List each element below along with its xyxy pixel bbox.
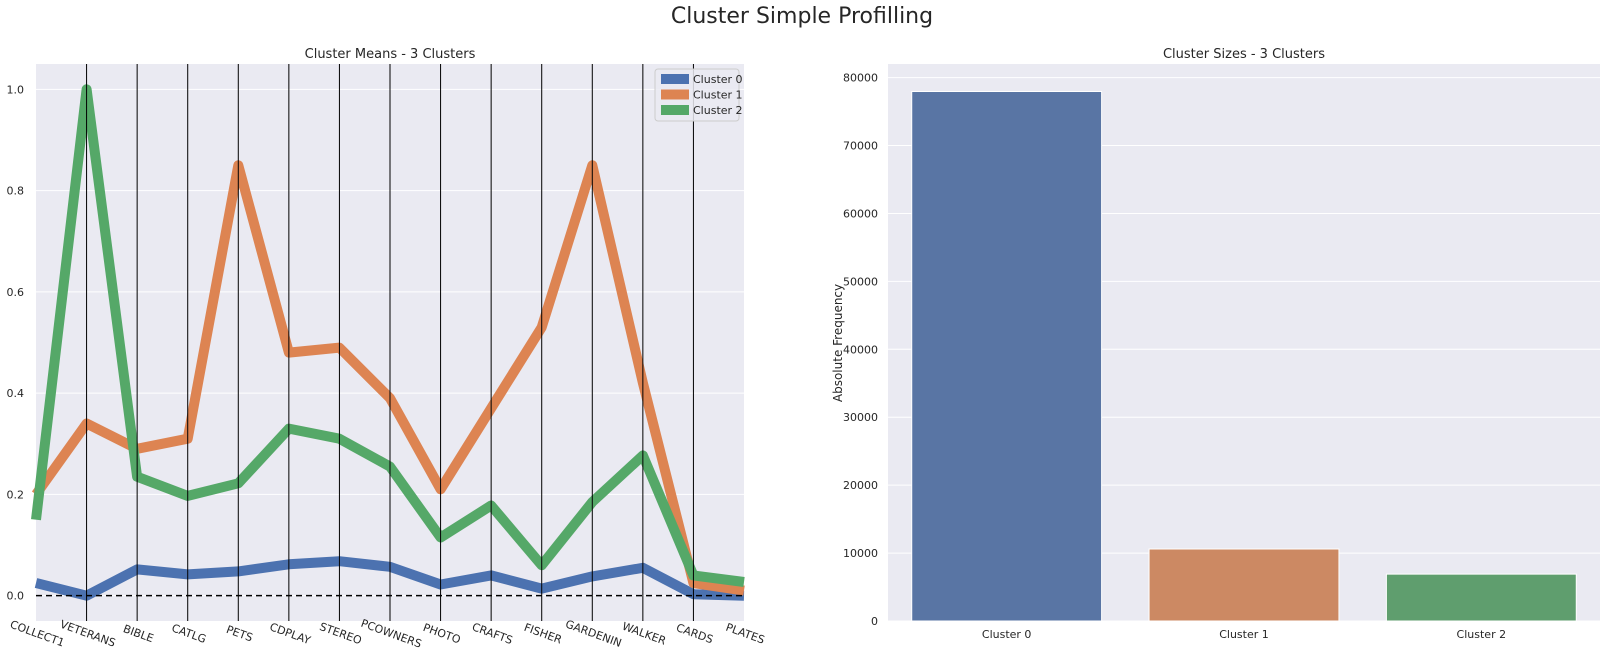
- cluster-sizes-title: Cluster Sizes - 3 Clusters: [1163, 47, 1325, 62]
- legend-label-cluster-2: Cluster 2: [693, 104, 743, 117]
- cluster-means-y-tick-label: 0.0: [7, 590, 25, 603]
- cluster-sizes-bars: [911, 91, 1577, 622]
- cluster-means-y-tick-label: 0.8: [7, 185, 25, 198]
- cluster-means-y-tick-label: 0.6: [7, 286, 25, 299]
- cluster-sizes-y-tick-label: 60000: [843, 207, 878, 220]
- cluster-sizes-y-tick-label: 0: [871, 615, 878, 628]
- cluster-means-legend: Cluster 0 Cluster 1 Cluster 2: [654, 68, 743, 122]
- cluster-sizes-chart: 0 10000 20000 30000 40000 50000 60000 70000 8000…: [831, 47, 1600, 641]
- cluster-sizes-y-axis-label: Absolute Frequency: [831, 284, 845, 402]
- cluster-means-y-tick-label: 0.2: [7, 488, 25, 501]
- cluster-means-y-tick-labels: 0.0 0.2 0.4 0.6 0.8 1.0: [7, 83, 25, 602]
- cluster-sizes-y-tick-label: 40000: [843, 343, 878, 356]
- cluster-means-y-tick-label: 1.0: [7, 83, 25, 96]
- cluster-sizes-y-tick-label: 20000: [843, 479, 878, 492]
- cluster-sizes-x-tick-label: Cluster 2: [1457, 628, 1507, 641]
- cluster-sizes-x-tick-label: Cluster 1: [1219, 628, 1269, 641]
- cluster-sizes-y-tick-label: 70000: [843, 140, 878, 153]
- legend-label-cluster-0: Cluster 0: [693, 73, 743, 86]
- legend-label-cluster-1: Cluster 1: [693, 89, 743, 102]
- bar-cluster-1: [1148, 548, 1340, 622]
- bar-cluster-0: [911, 91, 1103, 622]
- cluster-means-variable-lines: [86, 64, 694, 621]
- cluster-sizes-x-tick-labels: Cluster 0 Cluster 1 Cluster 2: [982, 628, 1506, 641]
- cluster-means-title: Cluster Means - 3 Clusters: [305, 47, 476, 62]
- cluster-means-y-tick-label: 0.4: [7, 387, 25, 400]
- bar-cluster-2: [1385, 573, 1577, 622]
- figure-suptitle: Cluster Simple Profilling: [671, 4, 933, 29]
- cluster-sizes-y-tick-label: 80000: [843, 72, 878, 85]
- cluster-sizes-y-tick-label: 30000: [843, 411, 878, 424]
- cluster-sizes-y-tick-label: 50000: [843, 275, 878, 288]
- cluster-sizes-y-tick-labels: 0 10000 20000 30000 40000 50000 60000 70000 8000…: [843, 72, 878, 628]
- cluster-sizes-x-tick-label: Cluster 0: [982, 628, 1032, 641]
- cluster-sizes-y-tick-label: 10000: [843, 547, 878, 560]
